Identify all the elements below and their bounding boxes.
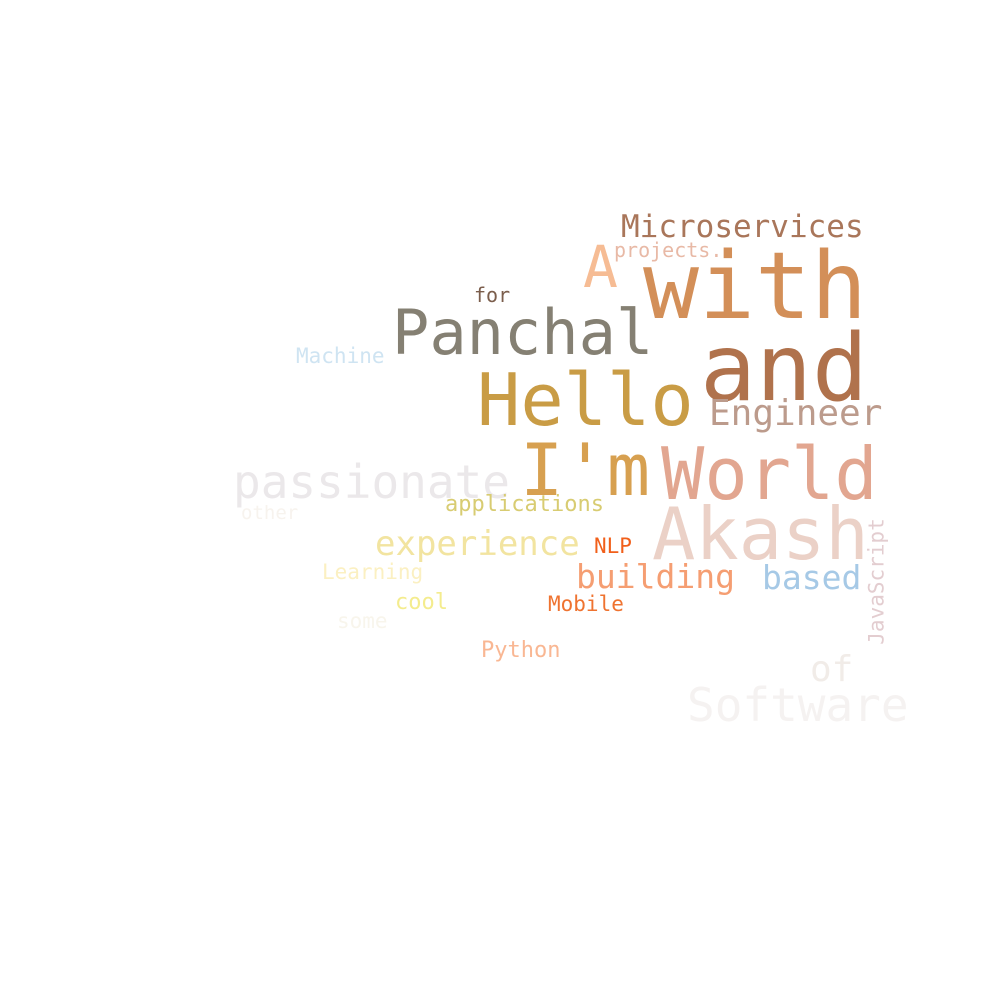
word-based: based (762, 558, 862, 597)
word-projects: projects. (614, 238, 723, 262)
word-world: World (661, 432, 878, 516)
word-for: for (474, 283, 511, 307)
word-learning: Learning (322, 560, 424, 584)
word-a: A (583, 233, 618, 301)
word-some: some (337, 609, 388, 633)
word-applications: applications (445, 492, 604, 517)
word-mobile: Mobile (548, 592, 624, 616)
word-javascript: JavaScript (864, 518, 889, 645)
word-hello: Hello (477, 358, 694, 442)
word-passionate: passionate (233, 455, 510, 509)
word-python: Python (481, 638, 561, 663)
word-panchal: Panchal (392, 296, 654, 369)
word-software: Software (687, 678, 909, 732)
word-and: and (700, 314, 868, 422)
word-nlp: NLP (594, 534, 632, 558)
word-im: I'm (520, 428, 651, 512)
word-other: other (241, 502, 299, 524)
word-of: of (810, 649, 854, 690)
word-akash: Akash (652, 492, 869, 576)
word-experience: experience (375, 524, 580, 564)
word-engineer: Engineer (709, 393, 883, 434)
word-with: with (643, 232, 867, 340)
word-building: building (576, 557, 735, 596)
word-microservices: Microservices (621, 209, 864, 245)
word-machine: Machine (296, 344, 385, 368)
word-cool: cool (395, 590, 448, 615)
